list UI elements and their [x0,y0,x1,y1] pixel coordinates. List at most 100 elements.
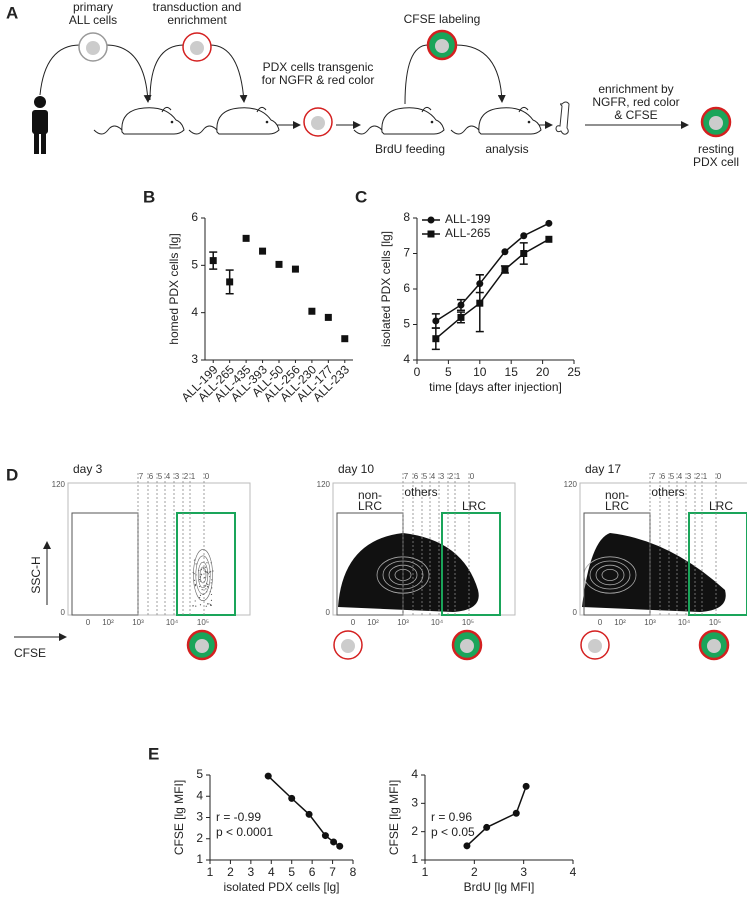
gate-nonlrc [583,512,651,616]
cell-nucleus [311,116,325,130]
contour [199,566,207,584]
data-point [432,317,440,325]
x-tick-label: 10⁴ [431,618,444,627]
mouse-tail [93,125,123,135]
y-tick-label: 1 [411,852,418,866]
x-tick-label: 10⁴ [678,618,691,627]
region-label: non- [358,488,382,502]
event-dot [210,604,212,606]
mouse-ear [256,106,267,113]
event-dot [194,583,196,586]
data-point [501,248,509,256]
event-dot [206,562,208,564]
x-axis-label: CFSE [14,646,46,660]
gate-label: 3 [175,472,180,481]
x-tick-label: 10² [367,618,379,627]
event-cloud [338,533,479,612]
gate-label: 5 [670,472,675,481]
event-dot [206,571,208,573]
caption: for NGFR & red color [262,73,375,87]
panel-letter: C [355,187,367,206]
annotation: p < 0.0001 [216,825,273,839]
event-dot [210,599,213,601]
caption: resting [698,142,734,156]
plot-title: day 10 [338,462,374,476]
x-tick-label: 1 [422,865,429,879]
legend-label: ALL-199 [445,212,491,226]
event-dot [208,603,210,605]
arrows [39,44,689,129]
cell-nucleus [86,41,100,55]
data-point [305,810,313,818]
x-axis-label: BrdU [lg MFI] [464,880,535,894]
event-dot [210,603,212,606]
data-point [336,842,344,850]
data-point [476,299,484,307]
y-tick-label: 4 [191,305,198,319]
caption: enrichment by [598,82,673,96]
cell-nucleus [341,639,355,653]
caption: primary [73,0,113,14]
gate-label: 3 [687,472,692,481]
gate-label: 1 [703,472,708,481]
annotation: p < 0.05 [431,825,475,839]
data-point [291,265,299,273]
mouse-eye [170,120,174,124]
caption: ALL cells [69,13,117,27]
x-tick-label: 0 [351,618,356,627]
series-line [435,238,550,340]
mouse-tail [450,125,480,135]
data-point [226,278,234,286]
x-tick-label: 10 [473,365,487,379]
gate-label: 2 [449,472,454,481]
region-label: LRC [358,499,382,513]
mouse-eye [527,120,531,124]
y-tick-label: 2 [411,824,418,838]
x-axis-label: isolated PDX cells [lg] [223,880,339,894]
y-tick-label: 6 [403,281,410,295]
event-dot [192,605,194,607]
gate-label: 7 [404,472,409,481]
mouse-ear [518,106,529,113]
gate-label: 5 [423,472,428,481]
contour [589,560,631,590]
gate-label: 6 [149,472,154,481]
region-label: others [404,485,437,499]
y-axis-label: isolated PDX cells [lg] [379,231,393,347]
mouse-ear [421,106,432,113]
data-point [321,832,329,840]
region-label: LRC [462,499,486,513]
x-tick-label: 10⁵ [197,618,209,627]
mouse-eye [265,120,269,124]
data-point [275,260,283,268]
event-dot [208,571,210,573]
mouse [478,107,542,135]
x-tick-label: 10⁵ [709,618,721,627]
series-line [466,786,527,847]
contour [197,561,209,589]
x-tick-label: 4 [570,865,577,879]
event-dot [193,579,196,581]
gate-label: 1 [456,472,461,481]
panel-letter: B [143,187,155,206]
event-dot [210,582,212,584]
x-tick-label: 5 [288,865,295,879]
event-dot [205,605,207,607]
gate-nonlrc [336,512,404,616]
x-tick-label: 0 [598,618,603,627]
y-axis-label: CFSE [lg MFI] [172,780,186,855]
event-dot [201,589,203,591]
event-dot [199,594,202,596]
gate-label: 4 [431,472,436,481]
event-dot [193,573,195,575]
data-point [512,809,520,817]
gate-label: 2 [696,472,701,481]
y-tick-label: 6 [191,210,198,224]
event-dot [211,579,213,581]
x-tick-label: 2 [471,865,478,879]
x-tick-label: 2 [227,865,234,879]
region-label: non- [605,488,629,502]
x-tick-label: 20 [536,365,550,379]
data-point [209,257,217,265]
